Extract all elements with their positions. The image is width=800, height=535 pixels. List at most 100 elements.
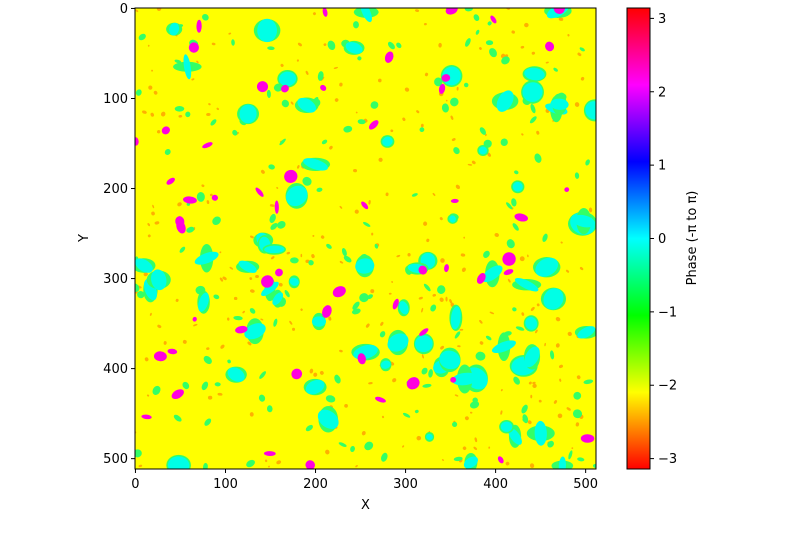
phase-blob (530, 104, 536, 114)
phase-blob (196, 60, 199, 64)
phase-blob (362, 221, 371, 227)
phase-blob (365, 323, 370, 328)
phase-blob (471, 160, 476, 165)
phase-blob (460, 253, 466, 257)
phase-blob (524, 67, 545, 81)
phase-blob (357, 119, 366, 125)
phase-blob (500, 421, 513, 432)
phase-blob (207, 395, 213, 400)
phase-blob (555, 343, 560, 348)
phase-blob (203, 355, 212, 365)
phase-blob (450, 198, 459, 204)
phase-blob (353, 168, 358, 173)
phase-blob (229, 266, 234, 270)
phase-blob (536, 130, 540, 135)
phase-blob (530, 306, 535, 311)
phase-blob (464, 416, 469, 421)
phase-blob (428, 369, 433, 378)
phase-blob (355, 258, 375, 274)
phase-blob (575, 422, 580, 427)
phase-blob (450, 306, 461, 330)
colorbar-ticks: 3 2 1 0 −1 −2 −3 (650, 12, 677, 467)
phase-blob (138, 464, 143, 468)
phase-blob (485, 133, 487, 137)
phase-blob (281, 99, 290, 108)
phase-blob (276, 186, 279, 189)
phase-blob (148, 85, 153, 90)
phase-blob (530, 394, 533, 399)
x-tick-label: 300 (393, 477, 418, 492)
phase-blob (231, 39, 235, 46)
phase-blob (432, 192, 436, 197)
phase-blob (449, 215, 456, 223)
phase-blob (521, 404, 528, 414)
heatmap-background (135, 8, 596, 469)
phase-blob (213, 294, 220, 300)
phase-blob (345, 41, 363, 54)
phase-blob (196, 19, 202, 33)
phase-blob (515, 326, 525, 331)
phase-blob (542, 233, 548, 242)
phase-blob (259, 371, 267, 379)
phase-blob (334, 374, 341, 384)
phase-blob (512, 181, 523, 192)
phase-blob (416, 110, 420, 114)
phase-blob (381, 452, 388, 462)
phase-blob (420, 123, 424, 128)
phase-blob (297, 165, 300, 169)
phase-blob (380, 360, 391, 369)
phase-blob (297, 97, 317, 113)
phase-blob (135, 258, 153, 273)
phase-blob (441, 74, 451, 82)
phase-blob (424, 72, 429, 77)
phase-blob (305, 70, 309, 75)
phase-blob (450, 376, 457, 383)
phase-blob (367, 294, 373, 300)
phase-blob (430, 304, 437, 312)
phase-blob (258, 394, 266, 402)
phase-blob (478, 146, 488, 155)
phase-blob (355, 465, 358, 468)
phase-blob (415, 409, 419, 414)
phase-blob (268, 164, 275, 170)
phase-blob (522, 418, 528, 423)
x-tick-label: 100 (213, 477, 238, 492)
y-tick-label: 200 (103, 182, 128, 197)
phase-blob (281, 84, 289, 93)
x-axis-ticks: 0 100 200 300 400 500 (131, 469, 598, 492)
phase-blob (580, 76, 585, 81)
phase-blob (269, 204, 275, 207)
phase-blob (475, 351, 486, 361)
phase-blob (151, 269, 167, 291)
phase-blob (438, 83, 446, 94)
phase-blob (357, 353, 366, 365)
phase-blob (545, 41, 555, 52)
phase-blob (338, 442, 347, 447)
phase-blob (476, 273, 486, 284)
phase-blob (352, 301, 360, 310)
phase-blob (535, 257, 559, 277)
phase-blob (392, 378, 397, 383)
phase-blob (505, 461, 510, 466)
phase-blob (250, 235, 254, 239)
phase-blob (574, 172, 580, 179)
phase-blob (182, 339, 187, 344)
phase-blob (361, 201, 369, 210)
phase-blob (297, 42, 302, 47)
y-tick-label: 100 (103, 92, 128, 107)
phase-blob (463, 456, 478, 469)
phase-blob (579, 267, 584, 271)
phase-blob (402, 445, 405, 448)
y-tick-label: 300 (103, 272, 128, 287)
phase-blob (527, 254, 529, 258)
phase-blob (191, 78, 195, 81)
phase-blob (444, 264, 449, 273)
phase-blob (520, 45, 525, 49)
phase-blob (463, 82, 469, 88)
phase-blob (469, 411, 473, 414)
phase-blob (274, 200, 279, 214)
phase-blob (211, 194, 218, 201)
phase-blob (473, 14, 480, 22)
phase-blob (432, 293, 437, 297)
phase-blob (502, 252, 516, 266)
